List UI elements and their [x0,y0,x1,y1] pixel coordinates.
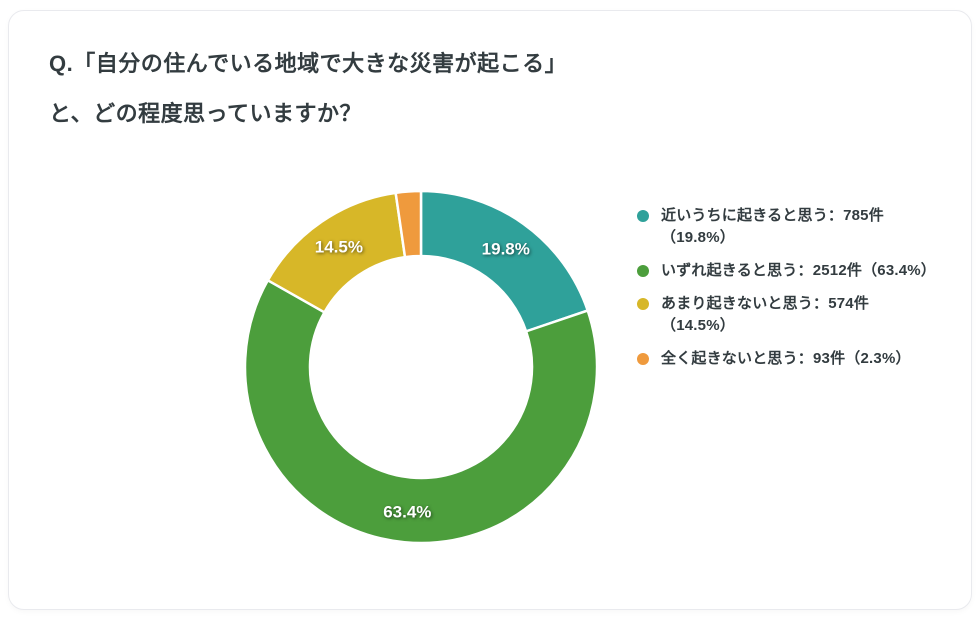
slice-percent-label-0: 19.8% [482,239,530,258]
survey-result-card: Q.「自分の住んでいる地域で大きな災害が起こる」 と、どの程度思っていますか？ … [8,10,972,610]
legend-bullet-icon [637,265,649,277]
legend-bullet-icon [637,210,649,222]
donut-chart-svg: 19.8% 63.4% 14.5% [243,189,599,545]
legend-bullet-icon [637,353,649,365]
chart-legend: 近いうちに起きると思う：785件 （19.8%） いずれ起きると思う：2512件（6… [637,205,957,381]
donut-segment-3[interactable] [394,189,423,259]
legend-item-0-line1: 近いうちに起きると思う：785件 [661,207,884,224]
slice-percent-label-1: 63.4% [383,502,431,521]
legend-item-1-line1: いずれ起きると思う：2512件（63.4%） [661,262,937,279]
legend-item-2-line1: あまり起きないと思う：574件 [661,295,870,312]
legend-item-2: あまり起きないと思う：574件 （14.5%） [637,293,957,337]
question-title-line1: Q.「自分の住んでいる地域で大きな災害が起こる」 [49,51,568,76]
legend-item-0: 近いうちに起きると思う：785件 （19.8%） [637,205,957,249]
question-title: Q.「自分の住んでいる地域で大きな災害が起こる」 と、どの程度思っていますか？ [49,39,689,139]
donut-segment-1[interactable] [243,278,599,545]
legend-item-0-line2: （19.8%） [661,229,735,246]
slice-percent-label-2: 14.5% [315,237,363,256]
legend-item-1: いずれ起きると思う：2512件（63.4%） [637,260,957,282]
legend-item-3: 全く起きないと思う：93件（2.3%） [637,348,957,370]
question-title-line2: と、どの程度思っていますか？ [49,101,363,126]
legend-item-2-line2: （14.5%） [661,317,735,334]
donut-segment-0[interactable] [419,189,590,333]
legend-bullet-icon [637,298,649,310]
legend-item-3-line1: 全く起きないと思う：93件（2.3%） [661,350,911,367]
